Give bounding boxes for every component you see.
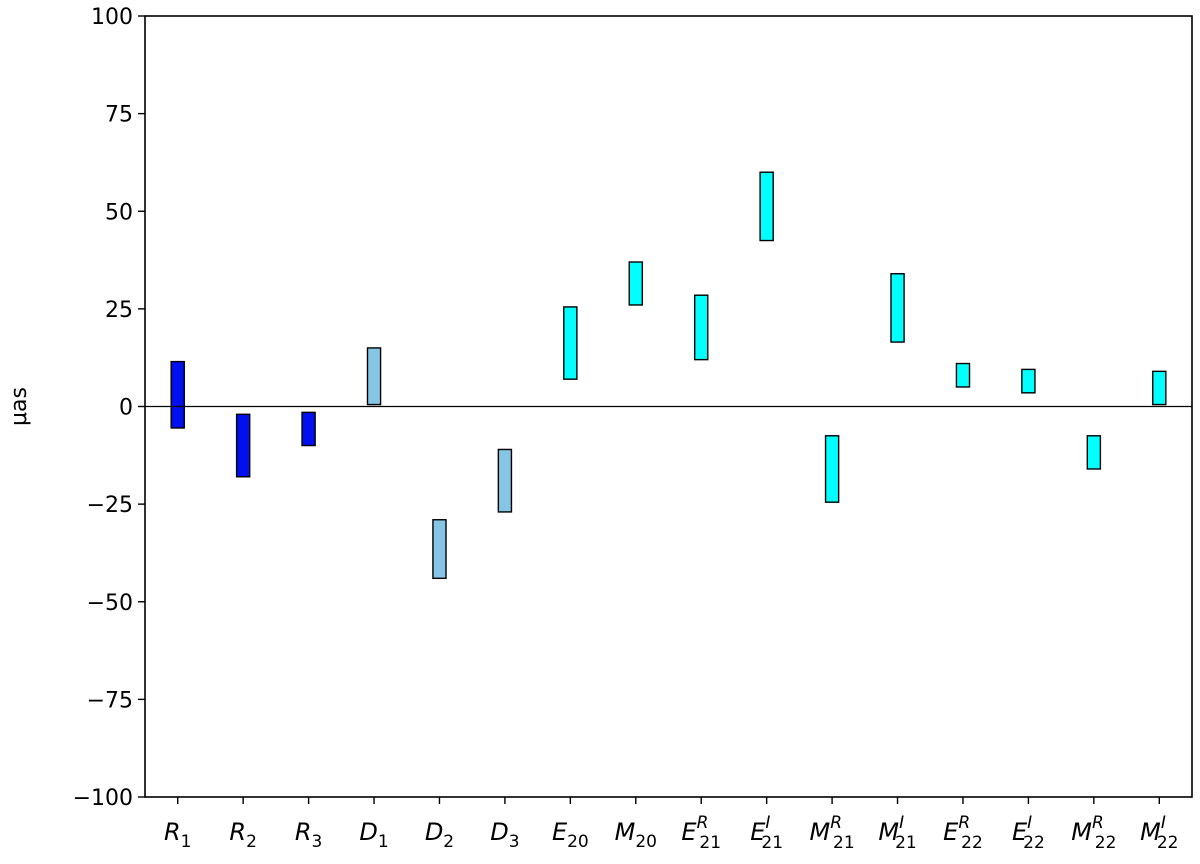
y-tick-label: 25 bbox=[105, 298, 133, 323]
x-tick-label: MR 22 bbox=[1071, 813, 1116, 853]
bar-3 bbox=[366, 347, 382, 406]
y-tick-label: 100 bbox=[91, 5, 133, 30]
x-tick-label: MI 21 bbox=[878, 813, 916, 853]
x-tick-label: R1 bbox=[164, 818, 192, 852]
bar-15 bbox=[1152, 370, 1167, 406]
bar-2 bbox=[301, 411, 316, 447]
y-tick-label: 50 bbox=[105, 200, 133, 225]
bar-1 bbox=[235, 413, 251, 478]
y-tick-label: −25 bbox=[87, 493, 133, 518]
x-tick-label: ER 21 bbox=[681, 813, 721, 853]
bar-6 bbox=[563, 306, 578, 380]
y-tick-label: 0 bbox=[119, 396, 133, 421]
bar-7 bbox=[628, 261, 644, 306]
x-tick-label: MR 21 bbox=[810, 813, 855, 853]
bar-9 bbox=[759, 171, 774, 242]
x-tick-label: ER 22 bbox=[943, 813, 983, 853]
y-tick-label: −100 bbox=[73, 786, 133, 811]
x-axis-ticks: R1 R2 R3 D1 D2 D3 E20 M20 ER 21 EI 21 MR 21 MI 21 ER 22 EI… bbox=[164, 797, 1178, 853]
x-tick-label: D1 bbox=[359, 818, 388, 852]
x-tick-label: D3 bbox=[490, 818, 519, 852]
x-tick-label: EI 21 bbox=[750, 813, 783, 853]
y-tick-label: −75 bbox=[87, 688, 133, 713]
x-tick-label: D2 bbox=[425, 818, 454, 852]
y-axis-label: μas bbox=[7, 387, 32, 426]
y-tick-label: 75 bbox=[105, 103, 133, 128]
bar-11 bbox=[890, 273, 905, 343]
bar-13 bbox=[1021, 368, 1036, 394]
x-tick-label: MI 22 bbox=[1140, 813, 1178, 853]
bar-14 bbox=[1086, 435, 1102, 470]
bar-5 bbox=[497, 448, 513, 513]
x-tick-label: EI 22 bbox=[1012, 813, 1045, 853]
x-tick-label: E20 bbox=[552, 818, 589, 852]
bar-4 bbox=[432, 519, 447, 580]
x-tick-label: R3 bbox=[295, 818, 323, 852]
x-tick-label: R2 bbox=[229, 818, 257, 852]
y-tick-label: −50 bbox=[87, 591, 133, 616]
bars-group bbox=[170, 171, 1167, 580]
y-axis-ticks: 100 75 50 25 0 −25 −50 −75 −100 bbox=[73, 5, 145, 811]
bar-0 bbox=[170, 360, 185, 429]
bar-12 bbox=[955, 362, 971, 388]
bar-8 bbox=[693, 294, 709, 361]
bar-10 bbox=[824, 435, 840, 503]
x-tick-label: M20 bbox=[615, 818, 657, 852]
